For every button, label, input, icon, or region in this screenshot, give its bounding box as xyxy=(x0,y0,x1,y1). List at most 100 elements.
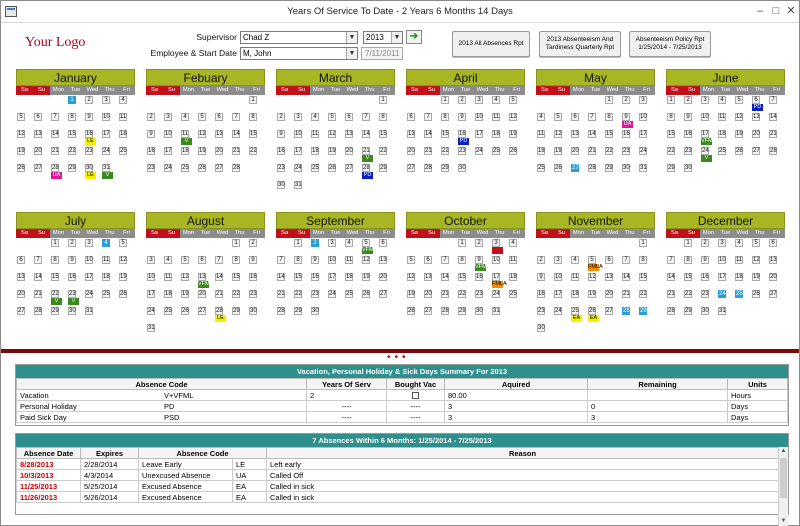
day-cell[interactable]: 28 LE xyxy=(214,306,231,323)
day-cell[interactable]: 27 xyxy=(214,163,231,180)
day-cell[interactable]: 9 xyxy=(67,255,84,272)
day-cell[interactable]: 21 xyxy=(587,146,604,163)
day-cell[interactable]: 29 xyxy=(604,163,621,180)
day-cell[interactable]: 6 xyxy=(33,112,50,129)
day-cell[interactable]: 14 xyxy=(666,272,683,289)
day-cell[interactable]: 13 xyxy=(570,129,587,146)
day-cell[interactable]: 8 xyxy=(248,112,265,129)
day-cell[interactable]: 9 xyxy=(457,112,474,129)
day-cell[interactable]: 11 xyxy=(101,255,118,272)
day-cell[interactable]: 30 xyxy=(67,306,84,323)
day-cell[interactable]: 8 xyxy=(378,112,395,129)
day-cell[interactable]: 8 xyxy=(666,112,683,129)
day-cell[interactable]: 3 xyxy=(146,255,163,272)
scroll-down-icon[interactable]: ▼ xyxy=(780,518,787,524)
day-cell[interactable]: 25 xyxy=(344,289,361,306)
day-cell[interactable]: 28 xyxy=(276,306,293,323)
day-cell[interactable]: 19 xyxy=(180,289,197,306)
day-cell[interactable]: 12 xyxy=(734,112,751,129)
day-cell[interactable]: 14 xyxy=(231,129,248,146)
day-cell[interactable]: 18 xyxy=(310,146,327,163)
day-cell[interactable]: 8 xyxy=(683,255,700,272)
day-cell[interactable]: 20 xyxy=(33,146,50,163)
day-cell[interactable]: 12 xyxy=(553,129,570,146)
day-cell[interactable]: 6 xyxy=(378,238,395,255)
day-cell[interactable]: 3 xyxy=(474,95,491,112)
day-cell[interactable]: 16 xyxy=(700,272,717,289)
day-cell[interactable]: 13 xyxy=(214,129,231,146)
day-cell[interactable]: 3 xyxy=(101,95,118,112)
refresh-arrow-button[interactable]: ➔ xyxy=(406,30,422,44)
day-cell[interactable]: 6 xyxy=(570,112,587,129)
day-cell[interactable]: 30 xyxy=(474,306,491,323)
day-cell[interactable]: 20 xyxy=(16,289,33,306)
day-cell[interactable]: 1 xyxy=(50,238,67,255)
day-cell[interactable]: 4 xyxy=(717,95,734,112)
day-cell[interactable]: 9 xyxy=(146,129,163,146)
day-cell[interactable]: 17 VFML xyxy=(700,129,717,146)
day-cell[interactable]: 23 xyxy=(457,146,474,163)
day-cell[interactable]: 17 xyxy=(327,272,344,289)
day-cell[interactable]: 21 xyxy=(33,289,50,306)
day-cell[interactable]: 14 xyxy=(768,112,785,129)
day-cell[interactable]: 12 xyxy=(361,255,378,272)
day-cell[interactable]: 17 FMLA xyxy=(491,272,508,289)
day-cell[interactable]: 12 xyxy=(16,129,33,146)
day-cell[interactable]: 29 xyxy=(683,306,700,323)
day-cell[interactable]: 30 xyxy=(457,163,474,180)
day-cell[interactable]: 8 xyxy=(231,255,248,272)
day-cell[interactable]: 8 xyxy=(67,112,84,129)
day-cell[interactable]: 1 xyxy=(638,238,655,255)
day-cell[interactable]: 28 UA xyxy=(50,163,67,180)
day-cell[interactable]: 24 xyxy=(638,146,655,163)
day-cell[interactable]: 7 xyxy=(768,95,785,112)
day-cell[interactable]: 5 VFML xyxy=(361,238,378,255)
day-cell[interactable]: 11 xyxy=(536,129,553,146)
day-cell[interactable]: 10 xyxy=(491,255,508,272)
day-cell[interactable]: 18 xyxy=(180,146,197,163)
day-cell[interactable]: 25 xyxy=(536,163,553,180)
day-cell[interactable]: 29 xyxy=(638,306,655,323)
day-cell[interactable]: 1 xyxy=(231,238,248,255)
day-cell[interactable]: 24 xyxy=(553,306,570,323)
day-cell[interactable]: 2 xyxy=(683,95,700,112)
day-cell[interactable]: 28 xyxy=(440,306,457,323)
day-cell[interactable]: 8 xyxy=(604,112,621,129)
day-cell[interactable]: 2 xyxy=(474,238,491,255)
day-cell[interactable]: 27 xyxy=(751,146,768,163)
day-cell[interactable]: 4 xyxy=(734,238,751,255)
day-cell[interactable]: 3 xyxy=(163,112,180,129)
day-cell[interactable]: 25 xyxy=(717,146,734,163)
day-cell[interactable]: 12 xyxy=(587,272,604,289)
day-cell[interactable]: 11 V xyxy=(180,129,197,146)
day-cell[interactable]: 30 xyxy=(248,306,265,323)
day-cell[interactable]: 19 xyxy=(587,289,604,306)
day-cell[interactable]: 28 PD xyxy=(361,163,378,180)
day-cell[interactable]: 15 xyxy=(378,129,395,146)
day-cell[interactable]: 31 V xyxy=(101,163,118,180)
day-cell[interactable]: 5 xyxy=(327,112,344,129)
day-cell[interactable]: 8 xyxy=(638,255,655,272)
day-cell[interactable]: 10 xyxy=(638,112,655,129)
day-cell[interactable]: 29 xyxy=(378,163,395,180)
day-cell[interactable]: 18 xyxy=(508,272,525,289)
year-combo[interactable]: 2013 ▼ xyxy=(363,31,403,44)
day-cell[interactable]: 13 xyxy=(751,112,768,129)
day-cell[interactable]: 19 xyxy=(406,289,423,306)
day-cell[interactable]: 26 xyxy=(327,163,344,180)
day-cell[interactable]: 16 xyxy=(683,129,700,146)
day-cell[interactable]: 13 xyxy=(423,272,440,289)
day-cell[interactable]: 30 xyxy=(700,306,717,323)
day-cell[interactable]: 15 xyxy=(666,129,683,146)
day-cell[interactable]: 15 xyxy=(457,272,474,289)
day-cell[interactable]: 23 xyxy=(474,289,491,306)
day-cell[interactable]: 10 xyxy=(717,255,734,272)
day-cell[interactable]: 27 xyxy=(344,163,361,180)
day-cell[interactable]: 24 xyxy=(146,306,163,323)
day-cell[interactable]: 12 xyxy=(118,255,135,272)
day-cell[interactable]: 6 PD xyxy=(751,95,768,112)
day-cell[interactable]: 18 xyxy=(344,272,361,289)
day-cell[interactable]: 1 xyxy=(440,95,457,112)
bought-vac-checkbox[interactable] xyxy=(412,392,419,400)
day-cell[interactable]: 4 xyxy=(310,112,327,129)
